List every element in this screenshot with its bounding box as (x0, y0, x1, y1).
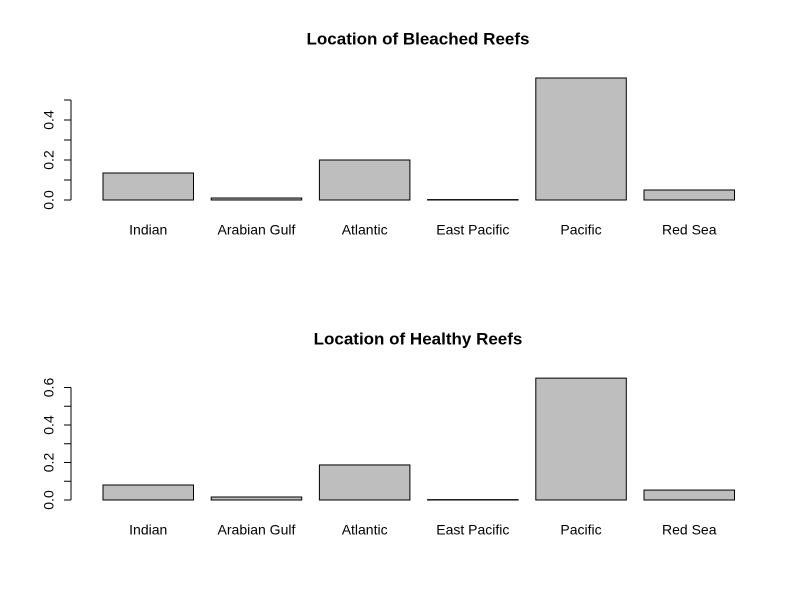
x-tick-label: East Pacific (436, 222, 509, 238)
bar (643, 489, 735, 501)
y-tick-label: 0.0 (41, 490, 57, 510)
x-tick-label: Red Sea (662, 222, 717, 238)
bar (210, 197, 303, 201)
x-tick-label: East Pacific (436, 522, 509, 538)
x-tick-label: Pacific (560, 222, 601, 238)
y-tick-label: 0.2 (41, 453, 57, 473)
x-tick-label: Atlantic (342, 222, 388, 238)
chart-title: Location of Bleached Reefs (307, 29, 530, 48)
x-tick-label: Pacific (560, 522, 601, 538)
y-tick-label: 0.2 (41, 150, 57, 170)
y-tick-label: 0.0 (41, 190, 57, 210)
y-tick-label: 0.4 (41, 415, 57, 435)
x-tick-label: Indian (129, 222, 167, 238)
x-tick-label: Arabian Gulf (218, 222, 296, 238)
bar (318, 464, 411, 501)
bar (102, 172, 194, 201)
x-tick-label: Arabian Gulf (218, 522, 296, 538)
bar (643, 189, 735, 201)
x-tick-label: Atlantic (342, 522, 388, 538)
y-tick-label: 0.6 (41, 378, 57, 398)
bar (318, 159, 411, 201)
y-tick-label: 0.4 (41, 110, 57, 130)
bar (210, 496, 303, 501)
x-tick-label: Red Sea (662, 522, 717, 538)
bar (102, 484, 194, 501)
bar (535, 377, 627, 501)
bar (535, 77, 627, 201)
chart-title: Location of Healthy Reefs (314, 329, 523, 348)
x-tick-label: Indian (129, 522, 167, 538)
